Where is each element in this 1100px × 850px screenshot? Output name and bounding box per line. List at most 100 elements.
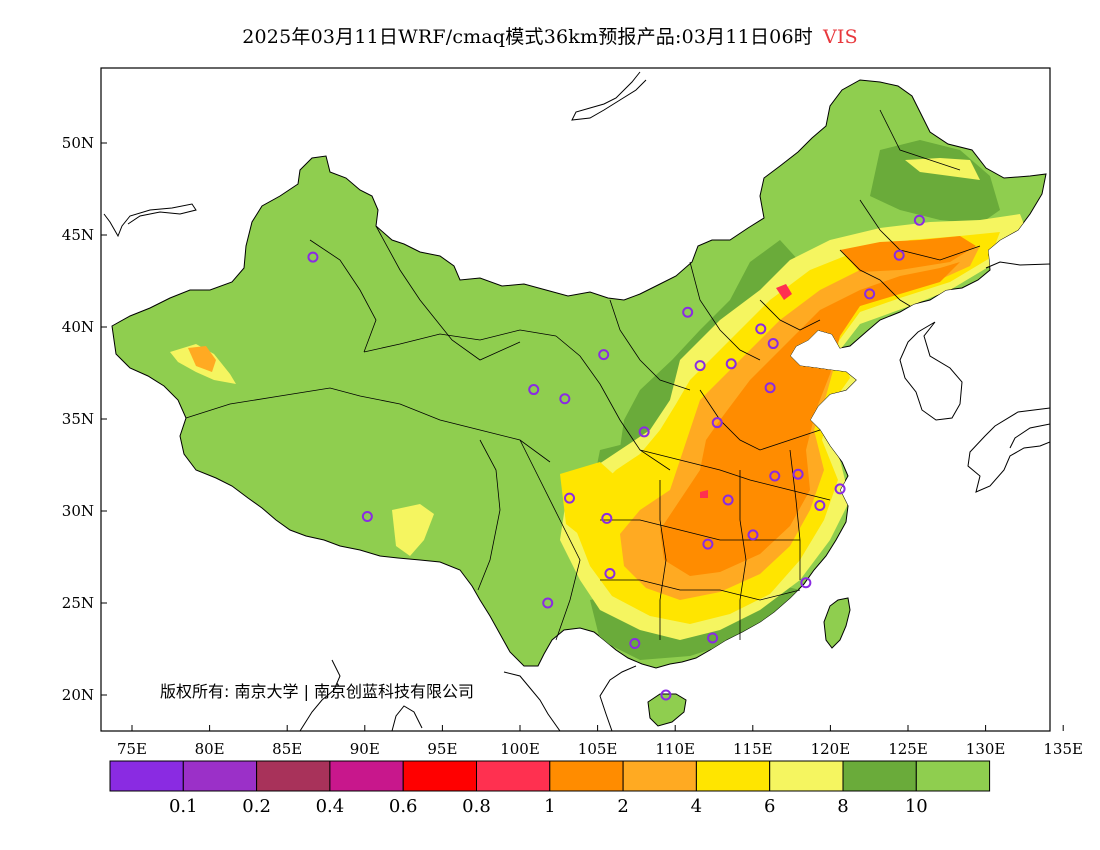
lat-tick-label: 40N [62,318,94,336]
station-marker [528,384,540,396]
lon-tick-label: 105E [578,740,618,758]
vis-6-8-heilongjiang [905,158,980,180]
bay-coast [299,659,423,731]
province-line [555,335,671,471]
lat-tick-label: 20N [62,686,94,704]
colorbar-swatch [842,760,917,792]
lon-tick-label: 115E [733,740,773,758]
station-marker [307,251,319,263]
station-marker [792,468,804,480]
province-line [659,480,667,640]
lat-tick-label: 50N [62,134,94,152]
foreign-coastlines [103,71,1050,731]
sakhalin-coast [571,71,647,121]
station-marker [707,632,719,644]
colorbar-label: 0.2 [242,796,271,817]
colorbar-swatch [256,760,331,792]
province-line [739,470,747,640]
station-marker [694,360,706,372]
lon-tick-label: 85E [272,740,302,758]
lat-tick-label: 45N [62,226,94,244]
colorbar-label: 10 [905,796,928,817]
province-line [839,249,911,307]
indochina-coast [503,665,637,731]
colorbar-label: 0.1 [169,796,198,817]
station-marker [893,249,905,261]
colorbar-swatch [402,760,478,792]
station-marker [800,577,812,589]
caspian-coast [103,203,197,238]
lat-tick-label: 30N [62,502,94,520]
station-marker [711,417,723,429]
province-line [879,109,961,171]
lon-tick-label: 80E [195,740,225,758]
lon-tick-label: 110E [655,740,695,758]
lat-tick-label: 25N [62,594,94,612]
station-marker [767,338,779,350]
latitude-axis: 50N 45N 40N 35N 30N 25N 20N [62,134,107,704]
variable-label: VIS [822,26,858,48]
station-marker [747,529,759,541]
station-marker [564,492,576,504]
colorbar-swatch [769,760,844,792]
vis-1-2-zone [660,262,960,576]
province-boundaries [185,109,981,641]
province-line [600,519,800,541]
lat-tick-label: 35N [62,410,94,428]
station-marker [814,499,826,511]
station-marker [764,382,776,394]
station-marker [598,349,610,361]
province-line [639,449,831,501]
colorbar-label: 1 [544,796,555,817]
hainan-island [647,693,687,727]
visibility-shading [170,140,1030,660]
province-line [600,579,801,601]
lon-tick-label: 100E [500,740,540,758]
japan-coast [967,407,1050,493]
lon-tick-label: 135E [1043,740,1083,758]
station-markers [307,214,925,701]
colorbar-swatch [476,760,551,792]
province-line [363,329,557,353]
station-marker [601,512,613,524]
station-marker [660,689,672,701]
colorbar-label: 0.4 [316,796,345,817]
colorbar-swatch [549,760,624,792]
colorbar-label: 8 [837,796,848,817]
station-marker [604,568,616,580]
province-line [609,299,691,391]
colorbar-swatch [695,760,771,792]
station-marker [682,306,694,318]
province-line [759,299,821,331]
station-marker [629,637,641,649]
colorbar: 0.1 0.2 0.4 0.6 0.8 1 2 4 6 8 10 [109,760,991,817]
korea-coast [899,261,1050,421]
colorbar-swatch [329,760,404,792]
colorbar-label: 0.6 [389,796,418,817]
colorbar-label: 2 [617,796,628,817]
province-line [309,239,377,353]
vis-6-8-tibet [392,504,434,556]
colorbar-swatch [622,760,697,792]
map-title: 2025年03月11日WRF/cmaq模式36km预报产品:03月11日06时 V… [0,22,1100,49]
station-marker [638,426,650,438]
taiwan-island [823,597,851,649]
station-marker [702,538,714,550]
colorbar-swatch [915,760,991,792]
longitude-axis: 75E 80E 85E 90E 95E 100E 105E 110E 115E 120E 125E 1… [117,725,1083,758]
vis-2-4-xinjiang [188,346,216,372]
colorbar-label: 4 [691,796,702,817]
lon-tick-label: 120E [811,740,851,758]
lon-tick-label: 130E [966,740,1006,758]
station-marker [864,288,876,300]
province-line [699,389,821,451]
station-marker [725,358,737,370]
map-area [103,71,1050,731]
province-line [689,261,761,361]
map-frame [100,67,1051,732]
station-marker [834,483,846,495]
station-marker [913,214,925,226]
station-marker [755,323,767,335]
colorbar-label: 6 [764,796,775,817]
